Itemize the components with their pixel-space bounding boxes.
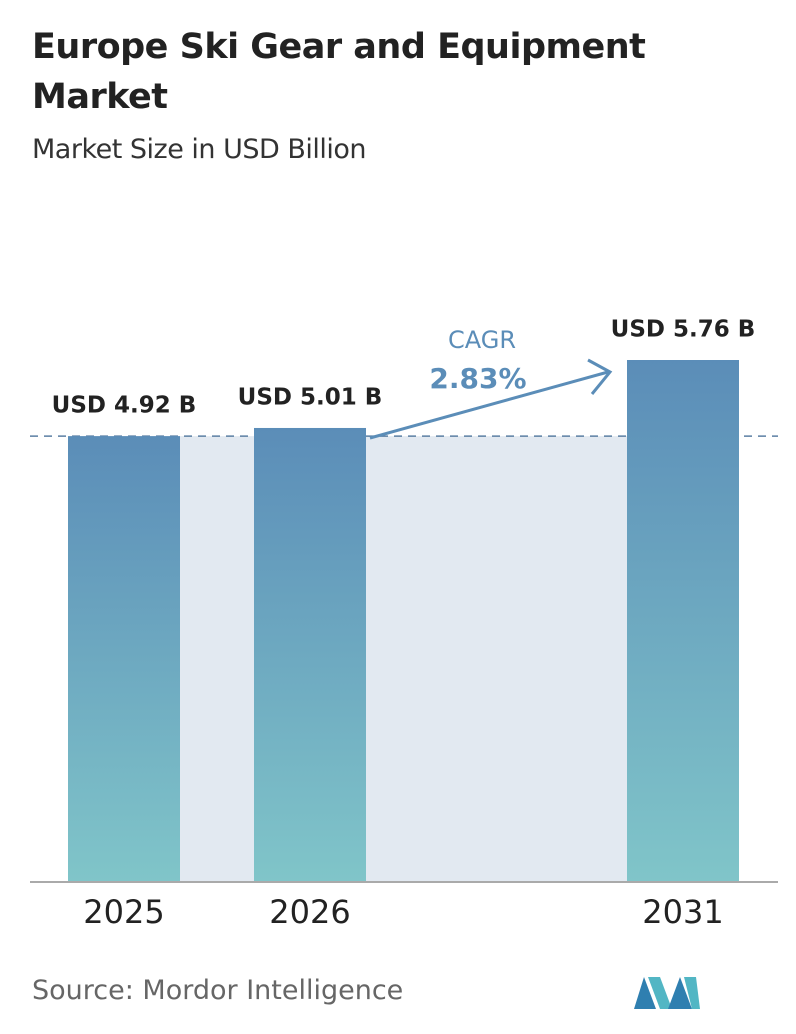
cagr-arrow xyxy=(369,370,609,440)
x-tick-label: 2025 xyxy=(83,893,164,931)
logo-shape xyxy=(648,977,672,1009)
x-tick-label: 2026 xyxy=(269,893,350,931)
logo-shape xyxy=(668,977,692,1009)
value-label: USD 4.92 B xyxy=(52,393,197,419)
chart-title: Europe Ski Gear and Equipment Market xyxy=(32,27,646,117)
chart: USD 4.92 B 2025 USD 5.01 B 2026 USD 5.76 B 20… xyxy=(30,317,778,931)
logo-shape xyxy=(684,977,700,1009)
cagr-arrowhead xyxy=(587,358,613,395)
bar xyxy=(68,436,180,882)
bar xyxy=(254,427,366,882)
logo xyxy=(634,977,700,1009)
cagr-label: CAGR xyxy=(448,326,516,354)
x-tick-label: 2031 xyxy=(642,893,723,931)
source: Source: Mordor Intelligence xyxy=(32,975,404,1006)
value-label: USD 5.01 B xyxy=(238,384,383,410)
chart-subtitle: Market Size in USD Billion xyxy=(32,134,367,165)
logo-shape xyxy=(634,977,656,1009)
value-label: USD 5.76 B xyxy=(611,317,756,343)
bar xyxy=(627,360,739,882)
cagr-value: 2.83% xyxy=(429,362,526,395)
